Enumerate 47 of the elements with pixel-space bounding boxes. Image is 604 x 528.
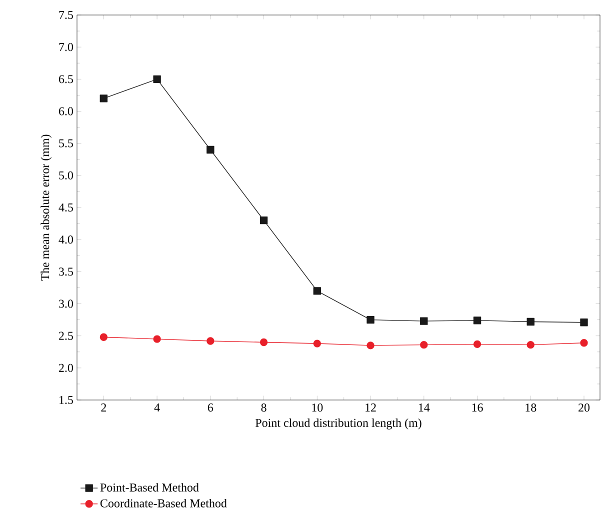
y-axis-title: The mean absolute error (mm) [40,134,52,281]
point [100,94,108,102]
x-tick-label: 20 [578,404,590,412]
x-axis-title: Point cloud distribution length (m) [256,418,422,430]
point [366,316,374,324]
point [473,316,482,324]
legend-label: Point-Based Method [100,483,199,492]
point [153,75,161,84]
point [260,338,268,346]
y-tick-label: 6.0 [58,107,74,116]
point [260,216,268,224]
point [100,333,108,341]
x-tick-label: 14 [418,404,430,412]
y-tick-label: 5.5 [59,139,74,148]
x-tick-label: 10 [312,404,323,412]
y-tick-label: 2.5 [59,332,74,340]
point [473,340,482,348]
y-tick-label: 3.5 [59,268,74,276]
x-tick-label: 12 [366,404,376,412]
y-tick-label: 3.0 [59,300,74,308]
point [580,318,588,326]
point [313,287,322,295]
x-tick-label: 18 [526,404,536,412]
y-tick-label: 6.5 [58,75,74,84]
point [153,335,161,343]
point [206,337,214,345]
point [526,340,534,349]
point [420,340,428,349]
y-tick-label: 7.5 [59,10,74,20]
point [313,340,322,348]
x-tick-label: 8 [261,404,266,412]
legend-label: Coordinate-Based Method [100,498,227,508]
x-tick-label: 2 [101,404,106,412]
y-tick-label: 4.5 [58,203,74,212]
point [206,146,214,154]
x-tick-label: 4 [154,404,160,412]
y-tick-label: 1.5 [60,396,74,404]
x-tick-label: 16 [472,404,483,412]
y-tick-label: 5.0 [59,171,74,180]
point [420,317,428,325]
y-tick-label: 2.0 [59,364,74,372]
y-tick-label: 7.0 [59,43,74,52]
x-tick-label: 6 [208,404,214,412]
point [580,339,588,347]
point [526,318,534,326]
y-tick-label: 4.0 [58,236,74,244]
point [366,342,374,350]
